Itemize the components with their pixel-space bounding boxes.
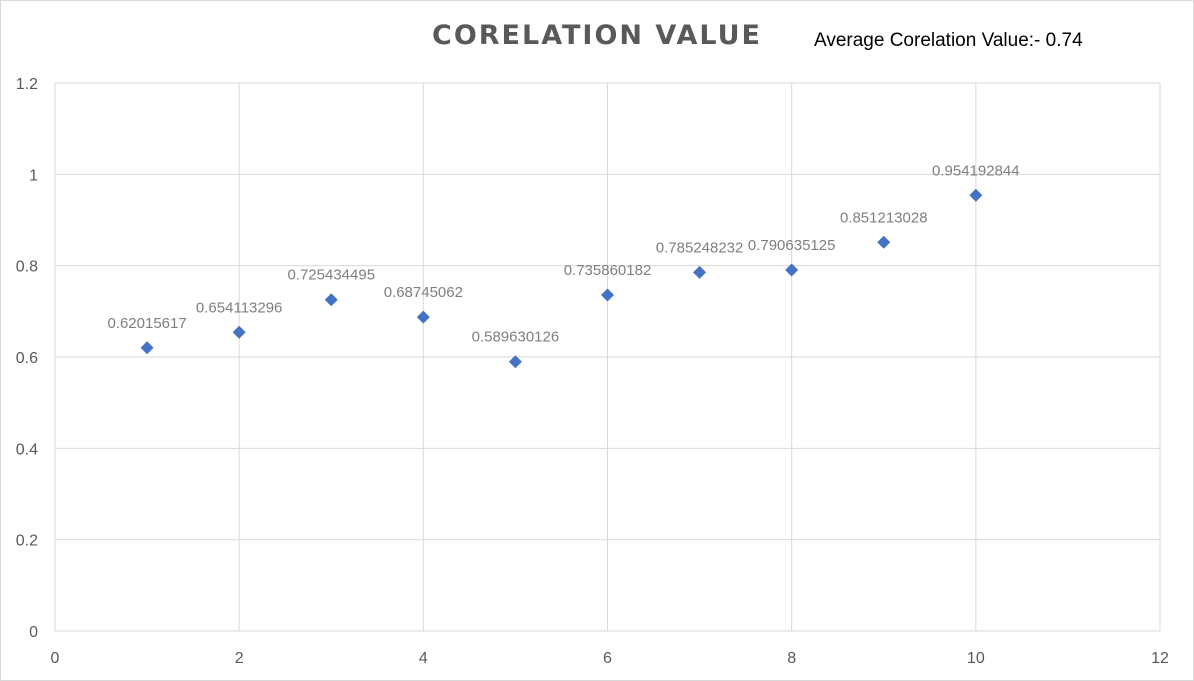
data-point (508, 355, 522, 369)
chart-title-text: CORELATION VALUE (432, 20, 762, 51)
x-axis-ticks: 0 2 4 6 8 10 12 (51, 650, 1169, 667)
y-tick-label: 0.8 (16, 259, 38, 276)
data-label: 0.62015617 (107, 315, 186, 332)
data-point (416, 310, 430, 324)
average-annotation: Average Corelation Value:- 0.74 (814, 30, 1083, 51)
data-point (877, 235, 891, 249)
x-tick-label: 8 (787, 650, 796, 667)
data-label: 0.785248232 (656, 239, 744, 256)
data-point (601, 288, 614, 302)
data-point (140, 341, 154, 355)
x-tick-label: 0 (51, 650, 60, 667)
data-point (324, 293, 338, 307)
chart-title: CORELATION VALUE (0, 20, 1194, 51)
data-label: 0.68745062 (384, 284, 463, 301)
x-tick-label: 4 (419, 650, 428, 667)
data-label: 0.654113296 (196, 299, 282, 316)
y-tick-label: 0.6 (16, 350, 38, 367)
data-points (140, 188, 983, 369)
x-tick-label: 2 (235, 650, 244, 667)
data-point (693, 265, 707, 279)
data-label: 0.725434495 (287, 267, 375, 284)
data-label: 0.589630126 (472, 329, 560, 346)
y-tick-label: 0.4 (16, 441, 38, 458)
y-tick-label: 0 (29, 624, 38, 641)
data-point (969, 188, 983, 202)
data-labels: 0.62015617 0.654113296 0.725434495 0.687450… (107, 162, 1019, 345)
data-point (232, 325, 246, 339)
x-tick-label: 6 (603, 650, 612, 667)
data-label: 0.790635125 (748, 237, 836, 254)
data-label: 0.851213028 (840, 209, 928, 226)
y-tick-label: 1.2 (16, 76, 38, 93)
y-tick-label: 1 (29, 167, 38, 184)
y-axis-ticks: 0 0.2 0.4 0.6 0.8 1 1.2 (16, 76, 38, 641)
data-label: 0.954192844 (932, 162, 1020, 179)
x-tick-label: 12 (1151, 650, 1169, 667)
gridlines (54, 82, 1161, 632)
y-tick-label: 0.2 (16, 533, 38, 550)
data-point (785, 263, 799, 277)
data-label: 0.735860182 (564, 262, 652, 279)
x-tick-label: 10 (967, 650, 985, 667)
